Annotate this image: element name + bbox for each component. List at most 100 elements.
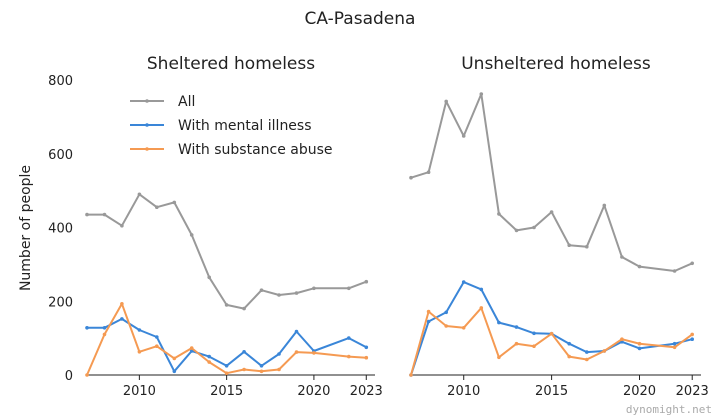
data-point [549, 210, 554, 214]
data-point [364, 355, 369, 360]
data-point [637, 264, 642, 269]
legend: All With mental illness With substance abu… [130, 94, 333, 158]
data-point [347, 354, 351, 359]
x-tick-label: 2015 [535, 384, 568, 399]
y-tick-label: 200 [48, 295, 73, 310]
panel-title: Sheltered homeless [147, 54, 315, 74]
data-point [259, 288, 264, 293]
y-tick-label: 400 [48, 222, 73, 237]
data-point [426, 309, 431, 314]
data-point [409, 373, 413, 377]
data-point [690, 337, 694, 342]
data-point [620, 337, 624, 342]
x-tick-label: 2010 [447, 384, 480, 399]
data-point [532, 331, 536, 336]
data-point [120, 317, 124, 321]
data-point [120, 223, 124, 228]
data-point [294, 329, 299, 334]
data-point [224, 371, 229, 376]
legend-label: All [178, 94, 195, 110]
series-line [410, 281, 693, 376]
data-point [312, 351, 316, 355]
data-point [444, 310, 449, 315]
watermark: dynomight.net [626, 403, 712, 416]
data-point [585, 350, 589, 354]
data-point [155, 344, 159, 349]
data-point [532, 344, 536, 349]
data-point [207, 354, 211, 359]
series-all [85, 192, 369, 311]
series-line [410, 306, 693, 376]
data-point [637, 346, 642, 351]
x-tick-label: 2023 [676, 384, 709, 399]
legend-marker [145, 99, 149, 103]
data-point [312, 286, 316, 291]
panel-title: Unsheltered homeless [461, 54, 651, 74]
data-point [137, 328, 142, 332]
data-point [172, 356, 177, 361]
x-tick-label: 2023 [350, 384, 383, 399]
data-point [585, 357, 589, 362]
data-point [120, 302, 124, 306]
data-point [259, 369, 264, 374]
y-tick-label: 0 [65, 369, 73, 384]
data-point [426, 170, 431, 174]
x-tick-label: 2015 [210, 384, 243, 399]
data-point [242, 306, 246, 311]
data-point [364, 345, 369, 350]
data-point [224, 364, 229, 368]
data-point [585, 244, 589, 249]
data-point [294, 350, 299, 354]
data-point [85, 373, 89, 377]
data-point [102, 326, 107, 330]
legend-label: With mental illness [178, 118, 312, 134]
legend-item-all: All [130, 94, 195, 110]
data-point [514, 228, 519, 233]
series-with-mental-illness [85, 317, 369, 374]
y-tick-label: 600 [48, 148, 73, 163]
chart-suptitle: CA-Pasadena [305, 9, 416, 29]
legend-item-with-substance-abuse: With substance abuse [130, 142, 333, 158]
data-point [637, 341, 642, 346]
data-point [409, 175, 413, 180]
data-point [277, 293, 281, 297]
data-point [567, 354, 571, 359]
series-line [87, 317, 367, 373]
panel-sheltered-homeless: Sheltered homeless 2010 2015 2020 2023 0 200 40… [48, 54, 383, 399]
data-point [347, 286, 351, 291]
data-point [137, 192, 142, 197]
data-point [347, 336, 351, 340]
data-point [102, 332, 107, 337]
data-point [294, 291, 299, 295]
data-point [207, 360, 211, 364]
data-point [277, 352, 281, 356]
data-point [514, 325, 519, 329]
data-point [85, 212, 89, 217]
legend-item-with-mental-illness: With mental illness [130, 118, 312, 134]
data-point [364, 279, 369, 284]
data-point [155, 205, 159, 209]
legend-marker [145, 147, 149, 151]
series-with-substance-abuse [85, 302, 369, 377]
data-point [567, 341, 571, 346]
data-point [479, 92, 484, 96]
data-point [620, 255, 624, 259]
data-point [172, 369, 177, 374]
data-point [672, 345, 677, 350]
data-point [690, 261, 694, 266]
data-point [189, 233, 194, 237]
data-point [497, 355, 501, 360]
data-point [242, 350, 246, 354]
y-axis-label: Number of people [18, 165, 34, 291]
data-point [532, 225, 536, 230]
data-point [85, 326, 89, 330]
data-point [224, 303, 229, 307]
data-point [426, 319, 431, 324]
data-point [672, 341, 677, 346]
series-with-mental-illness [409, 280, 694, 377]
data-point [207, 275, 211, 280]
data-point [479, 287, 484, 292]
data-point [549, 331, 554, 336]
data-point [172, 200, 177, 205]
data-point [690, 332, 694, 337]
